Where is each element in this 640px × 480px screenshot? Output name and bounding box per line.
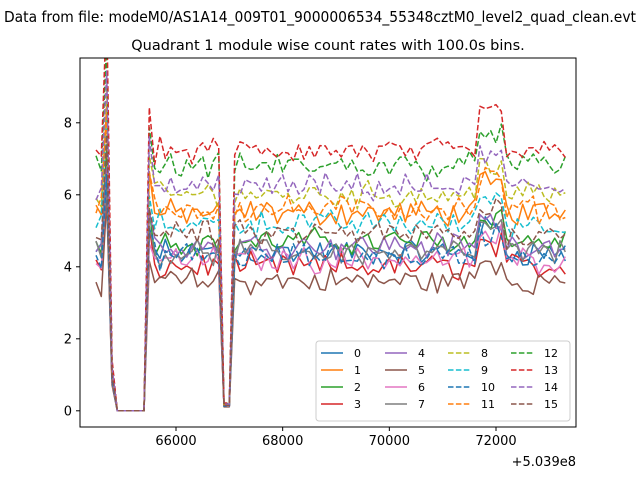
x-tick-label: 66000	[155, 434, 196, 449]
x-axis: 66000 68000 70000 72000	[155, 427, 517, 449]
x-tick-label: 68000	[262, 434, 303, 449]
series-line-15	[95, 134, 566, 412]
x-offset-label: +5.039e8	[512, 455, 576, 470]
series-line-6	[95, 176, 566, 412]
legend-label-8: 8	[481, 347, 488, 360]
legend-label-2: 2	[354, 381, 361, 394]
plot-lines	[95, 58, 567, 412]
y-tick-label: 2	[64, 332, 72, 347]
series-line-3	[95, 192, 566, 412]
x-tick-label: 72000	[475, 434, 516, 449]
y-tick-label: 6	[64, 188, 72, 203]
legend-box	[315, 340, 571, 422]
legend-label-10: 10	[481, 381, 495, 394]
legend-label-7: 7	[418, 398, 425, 411]
series-line-13	[95, 58, 566, 412]
legend-label-5: 5	[418, 364, 425, 377]
legend-label-13: 13	[544, 364, 558, 377]
legend-label-14: 14	[544, 381, 558, 394]
legend-label-9: 9	[481, 364, 488, 377]
series-line-1	[95, 102, 566, 412]
series-line-11	[95, 112, 566, 412]
series-line-12	[95, 58, 566, 412]
y-tick-label: 8	[64, 116, 72, 131]
series-line-4	[95, 166, 566, 412]
legend-label-12: 12	[544, 347, 558, 360]
figure-suptitle: Data from file: modeM0/AS1A14_009T01_900…	[4, 8, 636, 27]
series-line-2	[95, 145, 567, 412]
series-line-5	[95, 199, 566, 412]
plot-frame	[79, 57, 577, 428]
legend-label-6: 6	[418, 381, 425, 394]
legend-label-1: 1	[354, 364, 361, 377]
y-axis: 0 2 4 6 8	[64, 116, 80, 419]
legend-label-11: 11	[481, 398, 495, 411]
legend-label-15: 15	[544, 398, 558, 411]
y-tick-label: 0	[64, 404, 72, 419]
legend-label-3: 3	[354, 398, 361, 411]
y-tick-label: 4	[64, 260, 72, 275]
legend-label-0: 0	[354, 347, 361, 360]
series-line-10	[95, 173, 566, 412]
series-line-7	[95, 177, 566, 412]
chart-title: Quadrant 1 module wise count rates with …	[131, 38, 525, 54]
legend-label-4: 4	[418, 347, 425, 360]
x-tick-label: 70000	[369, 434, 410, 449]
series-line-9	[95, 114, 566, 412]
series-line-14	[95, 70, 566, 412]
